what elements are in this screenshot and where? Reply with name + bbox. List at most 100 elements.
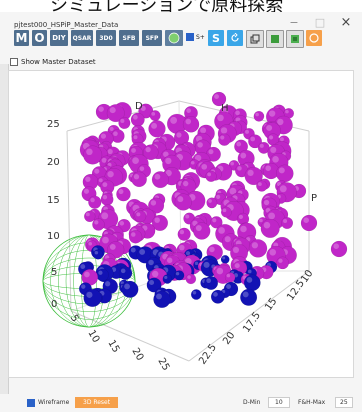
fhmax-select[interactable]: 25	[335, 397, 353, 408]
point-highlight	[269, 248, 277, 256]
data-point	[256, 180, 268, 192]
reset-3d-button[interactable]: 3D Reset	[75, 397, 119, 408]
s-plus-label: S+	[196, 33, 205, 41]
refresh-button[interactable]	[227, 30, 243, 46]
point-highlight	[208, 149, 214, 155]
point-highlight	[209, 246, 215, 253]
point-highlight	[192, 290, 197, 295]
note-button[interactable]	[286, 30, 304, 48]
point-highlight	[270, 146, 277, 153]
point-highlight	[84, 271, 90, 278]
maximize-button[interactable]: □	[314, 15, 326, 29]
globe-icon	[168, 32, 180, 44]
3d-button[interactable]: 3D0	[96, 30, 116, 46]
close-button[interactable]: ×	[340, 14, 352, 30]
globe-button[interactable]	[165, 30, 183, 46]
point-highlight	[257, 182, 262, 187]
point-highlight	[268, 135, 274, 140]
chart-button[interactable]	[266, 30, 284, 48]
point-highlight	[81, 284, 86, 289]
copy-icon	[250, 34, 260, 44]
point-highlight	[216, 267, 224, 275]
data-point	[276, 256, 290, 270]
refresh-icon	[231, 33, 239, 42]
point-highlight	[152, 270, 159, 278]
stop-button[interactable]	[306, 30, 322, 46]
point-highlight	[263, 199, 270, 206]
diy-button[interactable]: DIY	[50, 30, 68, 46]
point-highlight	[303, 217, 310, 223]
m-button[interactable]: M	[14, 30, 29, 46]
point-highlight	[86, 148, 93, 156]
point-highlight	[265, 165, 272, 171]
scatter-3d-canvas[interactable]	[9, 71, 353, 377]
axis-d-label: D	[135, 101, 143, 112]
z-tick: 20	[47, 157, 60, 168]
point-highlight	[179, 244, 185, 251]
point-highlight	[278, 167, 285, 174]
point-highlight	[263, 221, 271, 229]
data-point	[211, 91, 227, 107]
plot-3d[interactable]: D H P 25 20 15 10 5 0 5 10 15 20 25 22.5…	[8, 70, 354, 378]
s-plus-checkbox[interactable]	[186, 33, 194, 41]
point-highlight	[100, 133, 107, 139]
point-highlight	[226, 273, 231, 278]
point-highlight	[245, 129, 249, 134]
point-highlight	[107, 162, 112, 167]
point-highlight	[139, 166, 145, 171]
point-highlight	[185, 251, 191, 256]
point-highlight	[186, 108, 191, 113]
data-point	[128, 230, 143, 244]
data-point	[174, 270, 185, 281]
show-master-toggle[interactable]: Show Master Dataset	[10, 58, 96, 66]
point-highlight	[86, 291, 93, 298]
data-point	[162, 274, 173, 284]
point-highlight	[148, 259, 154, 266]
point-highlight	[278, 258, 283, 263]
point-highlight	[212, 218, 217, 223]
point-highlight	[236, 141, 242, 147]
point-highlight	[201, 163, 208, 170]
qsar-button[interactable]: QSAR	[71, 30, 93, 46]
point-highlight	[94, 168, 100, 174]
axis-line	[188, 270, 310, 362]
data-point	[220, 254, 230, 264]
point-highlight	[98, 106, 104, 112]
sfp-button[interactable]: SFP	[142, 30, 162, 46]
s-button[interactable]: S	[208, 30, 224, 46]
point-highlight	[190, 160, 195, 165]
o-button[interactable]: O	[32, 30, 47, 46]
point-highlight	[140, 105, 146, 112]
point-highlight	[94, 250, 99, 255]
data-point	[240, 288, 258, 306]
data-point	[96, 268, 109, 282]
point-highlight	[268, 212, 276, 220]
point-highlight	[170, 116, 178, 124]
point-highlight	[120, 118, 125, 123]
point-highlight	[151, 111, 156, 116]
point-highlight	[266, 124, 273, 131]
z-tick: 15	[47, 195, 60, 206]
point-highlight	[235, 110, 240, 116]
dmin-select[interactable]: 10	[268, 397, 290, 408]
show-master-checkbox[interactable]	[10, 58, 18, 66]
data-point	[193, 222, 211, 240]
minimize-button[interactable]: −	[289, 15, 299, 29]
point-highlight	[185, 214, 190, 219]
data-point	[131, 171, 147, 188]
copy-button[interactable]	[246, 30, 264, 48]
point-highlight	[251, 242, 259, 249]
point-highlight	[237, 166, 242, 171]
point-highlight	[247, 269, 252, 274]
z-tick: 10	[47, 231, 60, 242]
point-highlight	[179, 229, 185, 235]
point-highlight	[187, 275, 191, 279]
wireframe-checkbox[interactable]	[27, 399, 35, 407]
sfb-button[interactable]: SFB	[119, 30, 139, 46]
point-highlight	[268, 110, 276, 117]
s-plus-toggle[interactable]: S+	[186, 33, 205, 41]
data-point	[244, 166, 263, 186]
point-highlight	[165, 157, 172, 165]
show-master-label: Show Master Dataset	[21, 58, 96, 66]
data-point	[146, 277, 162, 293]
